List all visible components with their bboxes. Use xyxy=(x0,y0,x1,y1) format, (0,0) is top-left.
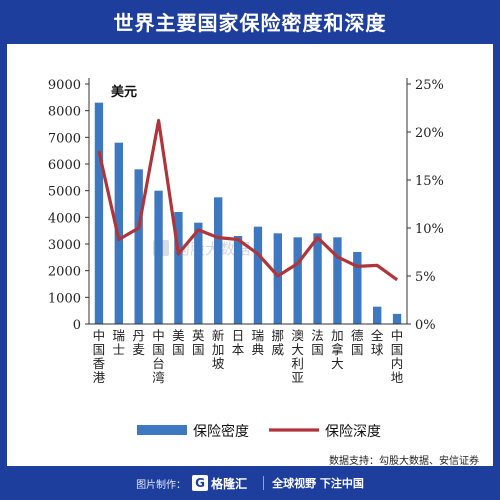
x-tick-label-6: 新加坡 xyxy=(212,328,225,371)
y-left-tick-label: 8000 xyxy=(48,105,81,120)
chart-legend: 保险密度 保险深度 xyxy=(137,423,381,440)
y-left-tick-label: 9000 xyxy=(48,78,81,93)
y-left-tick-label: 3000 xyxy=(48,238,81,253)
x-tick-label-13: 德国 xyxy=(351,328,364,357)
unit-label: 美元 xyxy=(111,84,137,100)
density-bar-7 xyxy=(233,236,243,324)
y-left-tick-label: 6000 xyxy=(48,158,81,173)
y-left-tick-label: 7000 xyxy=(48,131,81,146)
footer-bar: 图片制作： G 格隆汇 全球视野 下注中国 xyxy=(0,466,500,500)
depth-series-line xyxy=(97,118,399,282)
y-right-tick-label: 10% xyxy=(415,222,444,237)
density-bar-13 xyxy=(353,252,362,324)
brand-logo-icon: G xyxy=(192,475,209,491)
density-bar-3 xyxy=(154,190,163,324)
y-left-tick-label: 4000 xyxy=(48,211,81,226)
y-right-tick-label: 15% xyxy=(415,174,444,189)
density-bar-12 xyxy=(333,237,342,324)
page-title: 世界主要国家保险密度和深度 xyxy=(113,10,387,35)
made-by-label: 图片制作： xyxy=(136,479,187,491)
watermark-text: 勾股大数据 xyxy=(175,240,250,258)
density-bar-8 xyxy=(253,226,263,324)
density-bar-14 xyxy=(373,306,382,324)
x-tick-label-12: 加拿大 xyxy=(331,328,344,371)
x-tick-label-4: 美国 xyxy=(172,328,185,357)
density-bar-9 xyxy=(273,233,282,324)
footer-slogan: 全球视野 下注中国 xyxy=(272,477,364,490)
x-tick-label-7: 日本 xyxy=(232,328,245,357)
y-right-tick-label: 25% xyxy=(415,78,444,93)
density-bar-5 xyxy=(194,222,203,324)
density-bar-11 xyxy=(313,233,322,324)
y-left-tick-label: 5000 xyxy=(48,185,81,200)
density-bar-6 xyxy=(214,197,223,324)
density-bar-2 xyxy=(134,169,143,324)
x-tick-label-9: 挪威 xyxy=(272,328,285,357)
data-source-note: 数据支持：勾股大数据、安信证券 xyxy=(329,456,479,467)
x-tick-label-3: 中国台湾 xyxy=(152,328,165,385)
y-left-tick-label: 1000 xyxy=(48,291,81,306)
x-tick-label-2: 丹麦 xyxy=(132,328,145,357)
legend-label-density: 保险密度 xyxy=(193,423,249,440)
x-tick-label-1: 瑞士 xyxy=(113,328,126,357)
x-tick-label-0: 中国香港 xyxy=(93,328,106,385)
density-bar-0 xyxy=(94,102,104,324)
brand-logo-text: 格隆汇 xyxy=(211,476,248,491)
y-right-tick-label: 0% xyxy=(415,318,436,333)
footer-divider xyxy=(263,476,265,490)
y-left-tick-label: 2000 xyxy=(48,265,81,280)
combo-chart: 勾股大数据 0 1000 2000 3000 4000 5000 6000 7000 8000 9… xyxy=(48,78,444,440)
brand-logo: G 格隆汇 xyxy=(192,475,247,492)
legend-label-depth: 保险深度 xyxy=(325,424,381,440)
y-left-tick-label: 0 xyxy=(73,318,81,333)
y-right-tick-label: 5% xyxy=(415,270,436,285)
x-tick-label-15: 中国内地 xyxy=(391,328,404,385)
density-bar-15 xyxy=(392,313,402,324)
density-bar-10 xyxy=(293,237,302,324)
legend-swatch-bar xyxy=(137,425,187,435)
x-tick-label-11: 法国 xyxy=(311,328,324,357)
density-bar-4 xyxy=(174,212,183,324)
chart-panel: 勾股大数据 0 1000 2000 3000 4000 5000 6000 7000 8000 9… xyxy=(7,44,493,467)
y-right-tick-label: 20% xyxy=(415,126,444,141)
x-tick-label-8: 瑞典 xyxy=(252,328,265,357)
x-tick-label-5: 英国 xyxy=(192,328,205,357)
x-tick-label-10: 澳大利亚 xyxy=(291,328,304,385)
x-tick-label-14: 全球 xyxy=(371,328,384,357)
depth-line xyxy=(97,118,399,282)
